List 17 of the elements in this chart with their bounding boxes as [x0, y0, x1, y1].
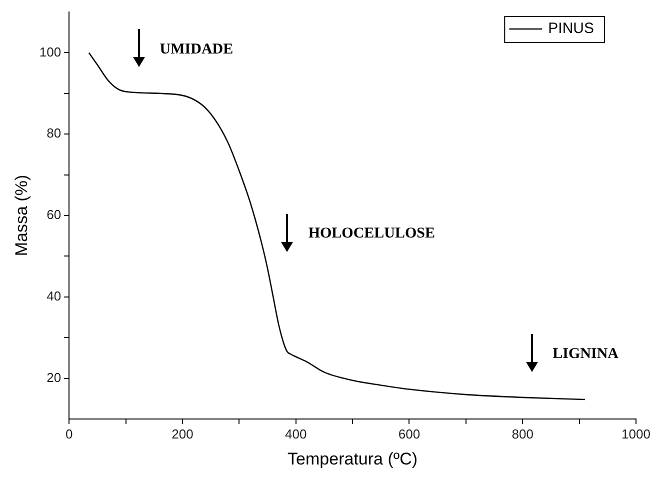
x-tick-label: 800 — [512, 426, 534, 442]
y-tick-label: 40 — [46, 288, 62, 304]
x-tick-label: 0 — [65, 426, 73, 442]
y-tick-label: 100 — [39, 44, 62, 60]
x-tick-label: 400 — [285, 426, 307, 442]
x-tick-label: 1000 — [622, 426, 650, 442]
x-tick-label: 600 — [398, 426, 420, 442]
legend-label: PINUS — [548, 20, 594, 38]
y-tick-label: 20 — [46, 370, 62, 385]
annotation: UMIDADE — [160, 41, 234, 58]
x-axis-title: Temperatura (ºC) — [288, 449, 418, 468]
y-axis-title: Massa (%) — [12, 174, 31, 256]
x-tick-label: 200 — [172, 426, 194, 442]
annotation: HOLOCELULOSE — [308, 226, 436, 242]
y-tick-label: 80 — [46, 126, 62, 141]
annotation: LIGNINA — [552, 346, 619, 362]
y-tick-label: 60 — [46, 207, 62, 222]
